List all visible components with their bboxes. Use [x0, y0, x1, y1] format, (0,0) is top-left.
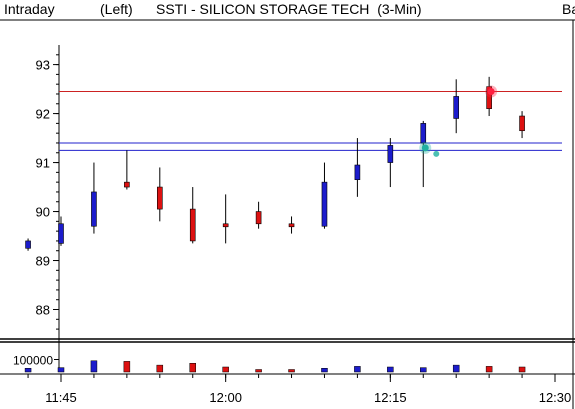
volume-bar: [24, 368, 32, 373]
candle-body: [486, 86, 492, 109]
scale-label: (Left): [100, 1, 133, 17]
volume-bar: [387, 366, 394, 373]
candle-body: [288, 223, 295, 228]
candle-body: [453, 96, 460, 119]
candle-body: [189, 208, 196, 242]
volume-bar: [485, 366, 493, 373]
candle-body: [387, 145, 394, 163]
volume-bar: [255, 369, 262, 373]
candle-body: [91, 191, 97, 227]
price-tick-label: 89: [36, 254, 50, 269]
volume-tick-label: 100000: [13, 354, 53, 368]
volume-bar: [354, 366, 361, 373]
volume-bar: [189, 363, 196, 373]
price-tick-label: 93: [36, 58, 50, 73]
price-tick-label: 88: [36, 303, 50, 318]
volume-bar: [123, 361, 131, 373]
candle-body: [222, 223, 229, 228]
time-tick-label: 12:15: [374, 390, 407, 405]
teal-marker-secondary: [433, 150, 440, 157]
mode-label: Intraday: [4, 1, 55, 17]
candle-body: [354, 164, 361, 181]
volume-bar: [420, 367, 427, 373]
teal-marker: [421, 144, 429, 152]
candle-body: [25, 240, 31, 249]
candle-body: [321, 181, 328, 227]
red-marker: [487, 88, 495, 96]
price-tick-label: 91: [36, 156, 50, 171]
candle-body: [519, 115, 525, 132]
candle-body: [124, 181, 130, 188]
corner-label: Ba: [562, 1, 575, 17]
time-tick-label: 12:00: [209, 390, 242, 405]
volume-bar: [90, 360, 98, 373]
volume-bar: [288, 369, 295, 373]
candle-body: [157, 186, 163, 210]
volume-bar: [518, 366, 526, 373]
candle-body: [255, 211, 262, 225]
price-tick-label: 92: [36, 107, 50, 122]
volume-bar: [156, 364, 164, 373]
time-tick-label: 12:30: [539, 390, 572, 405]
volume-bar: [452, 364, 460, 373]
time-tick-label: 11:45: [45, 390, 77, 405]
chart-title: SSTI - SILICON STORAGE TECH (3-Min): [156, 1, 422, 17]
volume-bar: [222, 366, 229, 373]
candle-body: [58, 223, 64, 244]
volume-bar: [321, 368, 328, 373]
candle-body: [420, 123, 427, 144]
price-tick-label: 90: [36, 205, 50, 220]
volume-bar: [57, 367, 65, 373]
